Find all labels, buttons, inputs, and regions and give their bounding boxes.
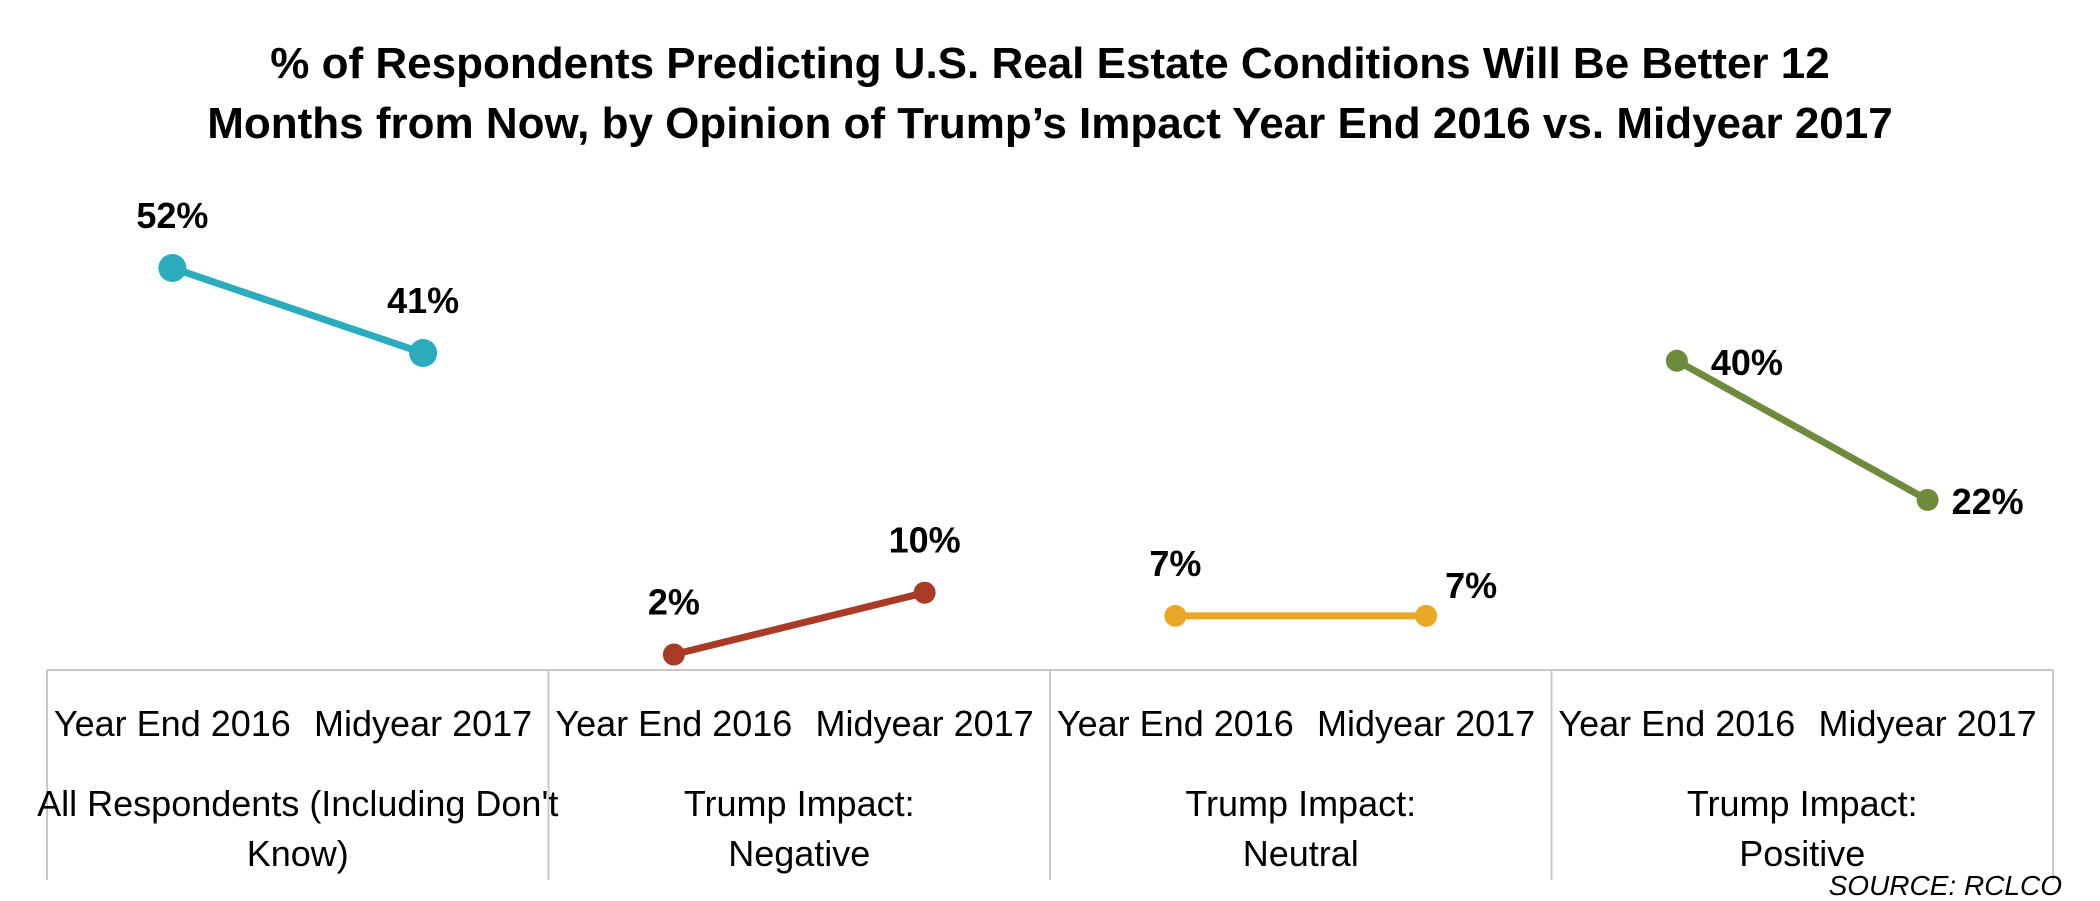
data-point	[662, 643, 685, 666]
group-label: Trump Impact:	[1687, 783, 1918, 824]
series-line	[168, 264, 427, 357]
category-tick-label: Midyear 2017	[1819, 703, 2037, 744]
group-label: All Respondents (Including Don't	[37, 783, 558, 824]
series-group: 2% 10%	[648, 520, 961, 666]
category-tick-label: Midyear 2017	[1317, 703, 1535, 744]
data-point	[158, 254, 187, 282]
group-label: Positive	[1739, 833, 1865, 874]
category-axis: Year End 2016 Midyear 2017 All Respondents…	[37, 669, 2054, 880]
data-label: 52%	[136, 195, 208, 236]
group-label: Trump Impact:	[684, 783, 915, 824]
category-tick-label: Year End 2016	[54, 703, 291, 744]
chart-title-line-1: % of Respondents Predicting U.S. Real Es…	[270, 39, 1829, 88]
series-group: 52% 41%	[136, 195, 459, 368]
group-label: Trump Impact:	[1185, 783, 1416, 824]
series-line	[1673, 357, 1932, 504]
group-label: Negative	[728, 833, 870, 874]
data-point	[1164, 604, 1187, 627]
data-point	[1916, 488, 1939, 511]
category-tick-label: Year End 2016	[1057, 703, 1294, 744]
series-line	[670, 589, 929, 659]
data-label: 41%	[387, 280, 459, 321]
data-point	[409, 339, 438, 368]
series-group: 7% 7%	[1149, 543, 1497, 627]
data-label: 10%	[889, 520, 961, 561]
data-label: 22%	[1952, 481, 2024, 522]
data-point	[1665, 349, 1688, 372]
category-tick-label: Midyear 2017	[314, 703, 532, 744]
group-label: Know)	[247, 833, 349, 874]
series-group: 40% 22%	[1665, 342, 2024, 522]
chart-title: % of Respondents Predicting U.S. Real Es…	[207, 39, 1892, 148]
data-point	[1415, 604, 1438, 627]
data-point	[913, 581, 936, 604]
chart-title-line-2: Months from Now, by Opinion of Trump’s I…	[207, 99, 1892, 148]
data-label: 7%	[1445, 565, 1497, 606]
data-label: 2%	[648, 582, 700, 623]
data-label: 7%	[1149, 543, 1201, 584]
plot-area: 52% 41% 2% 10% 7% 7% 40% 22%	[136, 195, 2024, 666]
data-label: 40%	[1711, 342, 1783, 383]
category-tick-label: Year End 2016	[1558, 703, 1795, 744]
category-tick-label: Midyear 2017	[816, 703, 1034, 744]
group-label: Neutral	[1243, 833, 1359, 874]
category-tick-label: Year End 2016	[555, 703, 792, 744]
source-note: SOURCE: RCLCO	[1829, 870, 2062, 901]
